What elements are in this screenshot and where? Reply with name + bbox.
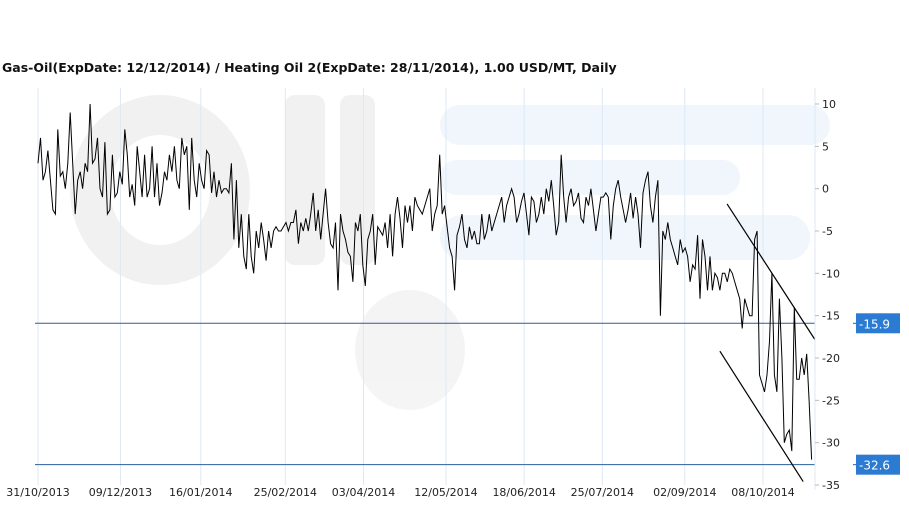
y-tick-label: 0	[822, 183, 829, 196]
y-tick-label: 5	[822, 140, 829, 153]
y-tick-label: -10	[822, 267, 840, 280]
x-tick-label: 03/04/2014	[332, 486, 395, 499]
y-tick-label: -15	[822, 310, 840, 323]
x-tick-label: 31/10/2013	[6, 486, 69, 499]
level-label-box	[856, 313, 900, 334]
chart-title: Gas-Oil(ExpDate: 12/12/2014) / Heating O…	[2, 60, 617, 75]
x-tick-label: 09/12/2013	[89, 486, 152, 499]
level-label: -15.9	[859, 317, 890, 331]
trend-line	[719, 350, 804, 482]
level-label: -32.6	[859, 459, 890, 473]
x-tick-label: 08/10/2014	[731, 486, 794, 499]
x-tick-label: 12/05/2014	[414, 486, 477, 499]
y-tick-label: -20	[822, 352, 840, 365]
x-tick-label: 02/09/2014	[653, 486, 716, 499]
x-tick-label: 25/02/2014	[254, 486, 317, 499]
y-tick-label: 10	[822, 98, 836, 111]
x-tick-label: 25/07/2014	[571, 486, 634, 499]
y-tick-label: -35	[822, 479, 840, 492]
y-tick-label: -25	[822, 394, 840, 407]
y-tick-label: -5	[822, 225, 833, 238]
level-label-box	[856, 454, 900, 475]
x-tick-label: 16/01/2014	[169, 486, 232, 499]
series-line	[37, 103, 813, 460]
trend-line	[726, 203, 816, 340]
x-tick-label: 18/06/2014	[492, 486, 555, 499]
y-tick-label: -30	[822, 437, 840, 450]
